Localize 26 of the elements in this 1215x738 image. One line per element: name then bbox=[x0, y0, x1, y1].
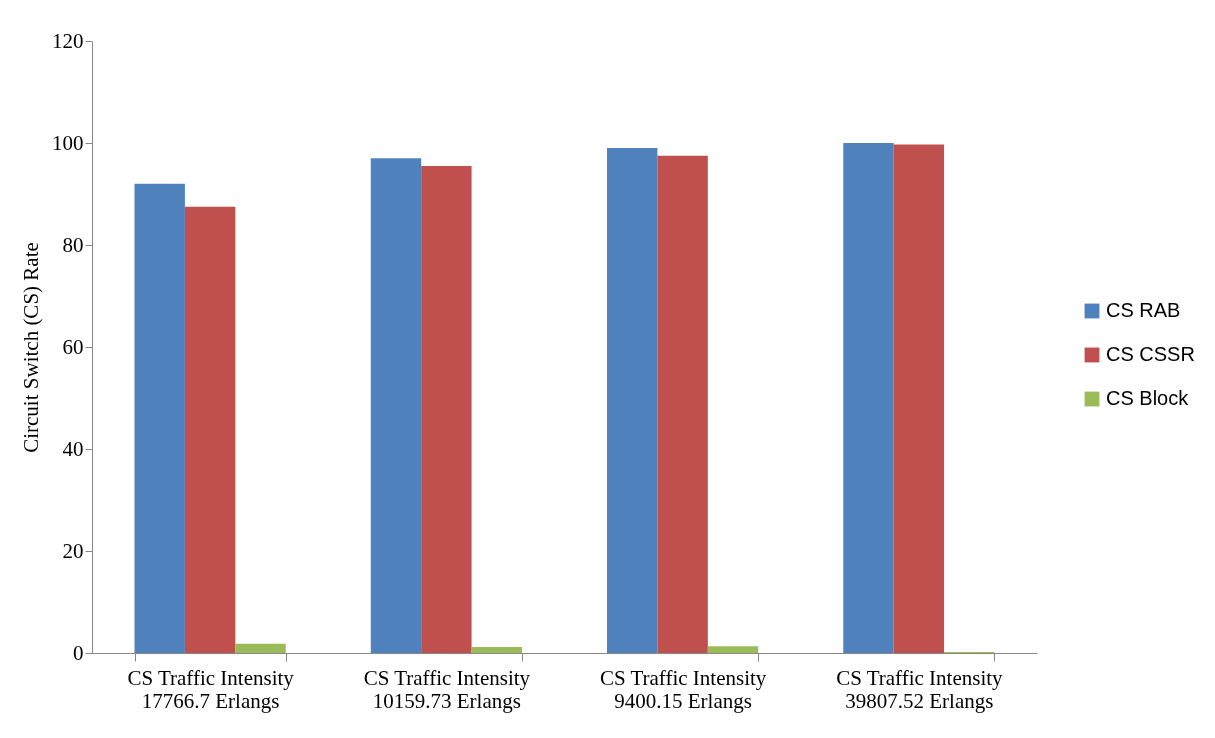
bar bbox=[421, 165, 472, 653]
bar bbox=[370, 158, 422, 653]
y-tick-label: 100 bbox=[52, 130, 84, 155]
y-axis-title: Circuit Switch (CS) Rate bbox=[19, 242, 43, 453]
bar bbox=[235, 643, 286, 653]
legend-label: CS CSSR bbox=[1106, 343, 1195, 365]
bar bbox=[893, 144, 945, 653]
y-tick-label: 80 bbox=[62, 232, 84, 257]
x-tick-label: CS Traffic Intensity 10159.73 Erlangs bbox=[363, 665, 531, 713]
y-tick-label: 20 bbox=[62, 538, 84, 563]
y-tick-label: 0 bbox=[73, 640, 84, 665]
bar bbox=[471, 646, 522, 653]
legend-label: CS RAB bbox=[1106, 299, 1181, 321]
bar bbox=[607, 148, 658, 653]
y-tick-label: 60 bbox=[62, 334, 84, 359]
x-tick-label: CS Traffic Intensity 17766.7 Erlangs bbox=[127, 665, 295, 713]
y-tick-label: 40 bbox=[62, 436, 84, 461]
legend-label: CS Block bbox=[1106, 387, 1190, 409]
x-tick-label: CS Traffic Intensity 39807.52 Erlangs bbox=[836, 665, 1004, 713]
bar bbox=[184, 206, 236, 653]
bar bbox=[707, 646, 759, 653]
bar bbox=[134, 183, 185, 653]
y-tick-label: 120 bbox=[52, 28, 84, 53]
x-tick-label: CS Traffic Intensity 9400.15 Erlangs bbox=[599, 665, 767, 713]
bar bbox=[657, 155, 708, 653]
bar bbox=[843, 143, 894, 653]
